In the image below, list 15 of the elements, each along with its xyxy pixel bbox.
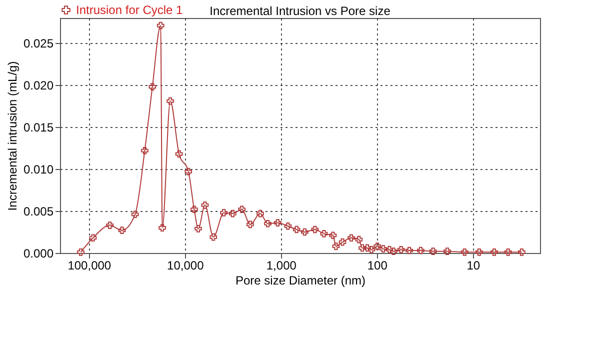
x-tick-label: 10,000 bbox=[167, 258, 204, 272]
y-tick-label: 0.015 bbox=[23, 120, 54, 135]
y-tick-label: 0.000 bbox=[23, 246, 54, 260]
x-tick-label: 1,000 bbox=[266, 258, 297, 272]
x-tick-label: 100 bbox=[367, 258, 388, 272]
y-tick-label: 0.025 bbox=[23, 36, 54, 51]
y-axis-title: Incremental intrusion (mL/g) bbox=[5, 61, 20, 211]
y-tick-label: 0.005 bbox=[23, 204, 54, 219]
y-tick-label: 0.010 bbox=[23, 162, 54, 177]
legend-label: Intrusion for Cycle 1 bbox=[76, 3, 184, 17]
y-tick-label: 0.020 bbox=[23, 78, 54, 93]
x-tick-label: 10 bbox=[466, 258, 480, 272]
x-tick-label: 100,000 bbox=[68, 258, 112, 272]
chart-title: Incremental Intrusion vs Pore size bbox=[210, 4, 391, 18]
x-axis-title: Pore size Diameter (nm) bbox=[235, 274, 366, 288]
